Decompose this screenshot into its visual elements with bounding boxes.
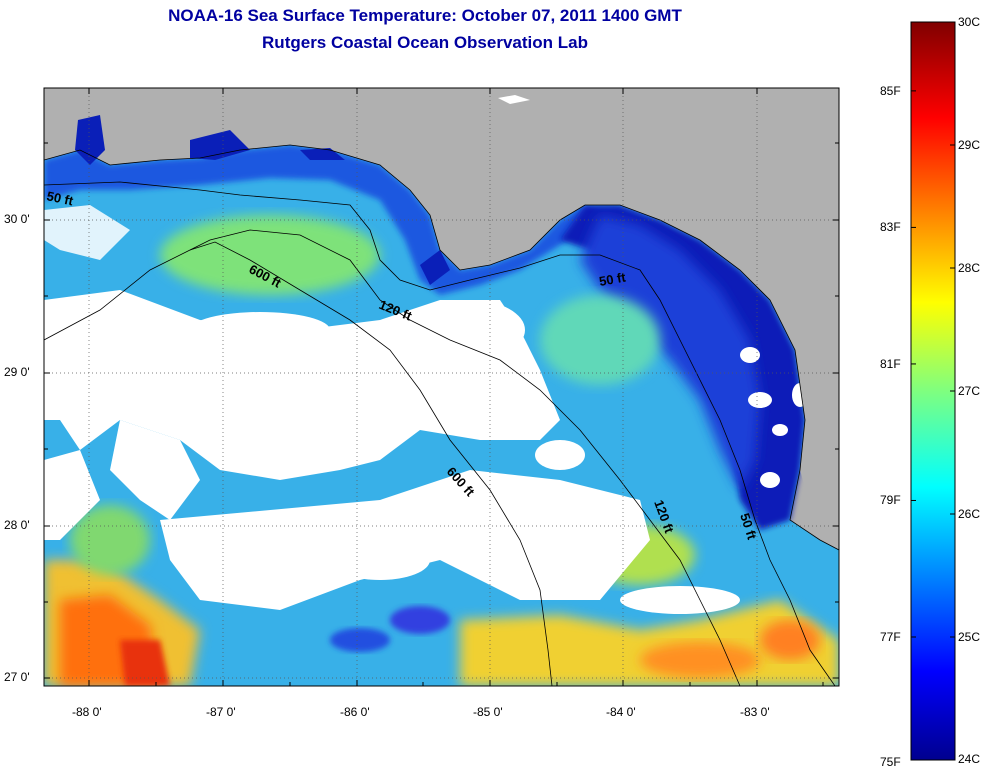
lon-label: -85 0' [473, 705, 503, 719]
colorbar-c-label: 28C [958, 261, 981, 275]
lon-label: -84 0' [606, 705, 636, 719]
colorbar-ticks [911, 21, 955, 761]
colorbar-c-label: 27C [958, 384, 981, 398]
lat-label: 28 0' [4, 518, 30, 532]
lat-label: 27 0' [4, 670, 30, 684]
colorbar-c-label: 26C [958, 507, 981, 521]
coastline [44, 144, 839, 551]
map-title: NOAA-16 Sea Surface Temperature: October… [168, 6, 682, 25]
lon-label: -88 0' [72, 705, 102, 719]
lat-label: 30 0' [4, 212, 30, 226]
lon-label: -87 0' [206, 705, 236, 719]
contour-label: 50 ft [45, 188, 75, 208]
map-frame [43, 87, 840, 687]
colorbar-c-label: 30C [958, 15, 981, 29]
bay-water [75, 115, 450, 285]
colorbar-c-label: 29C [958, 138, 981, 152]
depth-contours [44, 181, 836, 686]
colorbar-f-label: 81F [880, 356, 901, 371]
contour-label: 50 ft [598, 269, 628, 289]
colorbar-f-label: 83F [880, 220, 901, 235]
lon-label: -83 0' [740, 705, 770, 719]
graticule [44, 88, 839, 686]
colorbar-f-label: 77F [880, 630, 901, 644]
coastline-land [44, 88, 839, 550]
colorbar-c-label: 25C [958, 630, 981, 644]
map-subtitle: Rutgers Coastal Ocean Observation Lab [262, 33, 588, 52]
cloud-mask [44, 205, 808, 614]
colorbar-f-label: 75F [880, 755, 901, 769]
colorbar-f-label: 85F [880, 83, 901, 98]
cloud-fleck [498, 95, 530, 104]
colorbar-f-label: 79F [880, 493, 901, 508]
lat-label: 29 0' [4, 365, 30, 379]
frame-ticks [44, 88, 839, 686]
colorbar-c-label: 24C [958, 752, 981, 766]
lon-label: -86 0' [340, 705, 370, 719]
colorbar [910, 21, 956, 761]
